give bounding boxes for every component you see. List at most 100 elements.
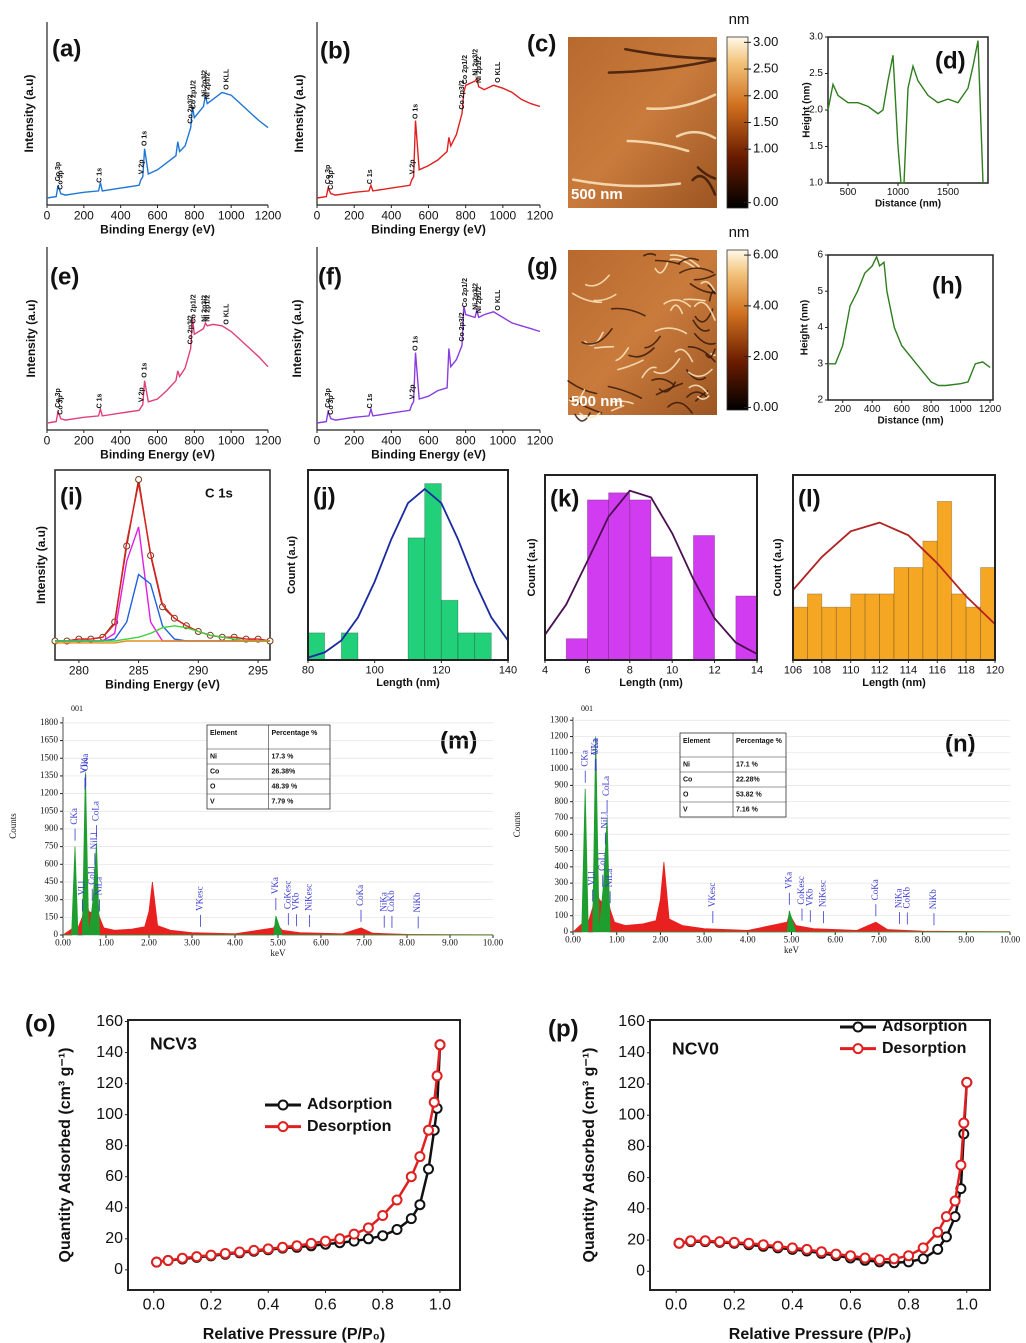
- data-point: [377, 1230, 389, 1242]
- y-axis-label: Intensity (a.u): [24, 299, 38, 377]
- table-cell: 7.79 %: [272, 798, 295, 805]
- peak-annotation: O 1s: [142, 363, 149, 378]
- series-line: [46, 91, 269, 199]
- bar: [965, 606, 981, 661]
- data-point: [434, 1039, 446, 1051]
- series-line: [827, 40, 984, 184]
- data-point: [949, 1195, 961, 1207]
- panel-label: (d): [935, 47, 966, 74]
- plot-frame: [792, 474, 996, 661]
- data-point: [262, 1243, 274, 1255]
- data-point: [219, 1248, 231, 1259]
- y-axis-label: Quantity Adsorbed (cm³ g⁻¹): [581, 1048, 598, 1263]
- peak-annotation: Co 3p: [325, 165, 332, 184]
- data-point: [917, 1253, 929, 1265]
- x-tick-label: 112: [871, 664, 889, 676]
- bar: [650, 556, 673, 661]
- x-tick-label: 0.4: [781, 1296, 803, 1313]
- afm-texture: [646, 93, 717, 111]
- afm-texture: [593, 293, 617, 302]
- table-cell: Ni: [683, 761, 690, 768]
- x-axis-label: Binding Energy (eV): [105, 677, 220, 691]
- scale-bar-label: 500 nm: [571, 186, 623, 203]
- table-cell: V: [210, 798, 215, 805]
- afm-texture: [610, 307, 646, 317]
- panel-label: (i): [60, 483, 83, 510]
- x-tick-label: 800: [456, 209, 476, 223]
- x-tick-label: 6: [584, 664, 590, 676]
- y-tick-label: 100: [555, 910, 569, 920]
- x-tick-label: 1.0: [956, 1296, 978, 1313]
- x-tick-label: 110: [842, 664, 860, 676]
- data-point: [405, 1171, 417, 1183]
- x-tick-label: 1000: [887, 187, 910, 198]
- data-point: [334, 1233, 346, 1245]
- colorbar-tick-label: 2.50: [753, 61, 778, 76]
- y-axis-label: Intensity (a.u): [34, 526, 48, 604]
- x-tick-label: 140: [499, 664, 517, 676]
- peak-label: CKa: [579, 750, 589, 767]
- y-tick-label: 600: [45, 858, 59, 868]
- peak-annotation: O 1s: [413, 336, 420, 351]
- x-tick-label: 600: [893, 404, 910, 415]
- peak-annotation: Co 2p1/2: [190, 294, 197, 323]
- peak-annotation: Co 3p: [328, 395, 335, 414]
- data-point: [743, 1237, 755, 1249]
- panel: (a) 0 200 400 600 800 1000 1200 Binding Energy (…: [22, 22, 282, 236]
- x-tick-label: 400: [111, 434, 131, 448]
- x-tick-label: 4: [542, 664, 548, 676]
- y-tick-label: 120: [96, 1075, 123, 1092]
- peak-annotation: Co 3p: [328, 170, 335, 189]
- x-axis-label: keV: [271, 948, 286, 958]
- peak-label: CoLl: [86, 866, 96, 885]
- series-line: [316, 76, 541, 199]
- peak-annotation: Ni 2p3/2: [473, 283, 480, 310]
- x-tick-label: 8: [627, 664, 633, 676]
- y-tick-label: 1200: [40, 788, 59, 798]
- panel: (n) 0 100 200 300 400 500 600 700 800 900 1000 1100 1…: [512, 704, 1021, 955]
- afm-texture: [568, 389, 586, 403]
- bar: [608, 492, 631, 661]
- afm-texture: [689, 283, 716, 294]
- bar: [879, 593, 895, 661]
- y-tick-label: 300: [45, 894, 59, 904]
- x-tick-label: 1200: [527, 434, 554, 448]
- afm-texture: [571, 178, 682, 188]
- x-axis-label: Distance (nm): [877, 416, 943, 427]
- y-tick-label: 1100: [550, 747, 568, 757]
- peak-annotation: Co 2p3/2: [459, 312, 466, 341]
- peak-label: NiKb: [928, 889, 938, 909]
- x-tick-label: 0.2: [723, 1296, 745, 1313]
- data-point: [305, 1237, 317, 1249]
- y-tick-label: 400: [555, 861, 569, 871]
- peak-label: NiKa: [894, 889, 904, 909]
- peak-annotation: C 1s: [96, 394, 103, 409]
- y-tick-label: 450: [45, 876, 59, 886]
- afm-texture: [611, 400, 634, 405]
- x-tick-label: 1200: [255, 434, 282, 448]
- afm-texture: [667, 401, 693, 414]
- data-point: [940, 1211, 952, 1223]
- colorbar-tick-label: 0.00: [753, 399, 778, 414]
- afm-texture: [567, 380, 598, 395]
- peak-annotation: Ni 2p1/2: [476, 286, 483, 313]
- colorbar: [726, 249, 749, 411]
- table-cell: O: [683, 791, 689, 798]
- panel-label: (j): [313, 483, 336, 510]
- y-axis-label: Intensity (a.u): [292, 74, 306, 152]
- colorbar-tick-label: 1.00: [753, 141, 778, 156]
- afm-texture: [674, 348, 694, 363]
- afm-texture: [687, 368, 713, 378]
- colorbar-tick-label: 2.00: [753, 87, 778, 102]
- x-tick-label: 10.00: [1000, 935, 1021, 945]
- x-tick-label: 1.0: [429, 1296, 451, 1313]
- panel: (f) 0 200 400 600 800 1000 1200 Binding Energy (…: [290, 247, 554, 461]
- data-point: [362, 1233, 374, 1245]
- peak-label: CoKb: [386, 890, 396, 912]
- panel: (e) 0 200 400 600 800 1000 1200 Binding Energy (…: [24, 247, 282, 461]
- x-tick-label: 0.0: [143, 1296, 165, 1313]
- data-point: [391, 1194, 403, 1206]
- afm-texture: [683, 298, 706, 302]
